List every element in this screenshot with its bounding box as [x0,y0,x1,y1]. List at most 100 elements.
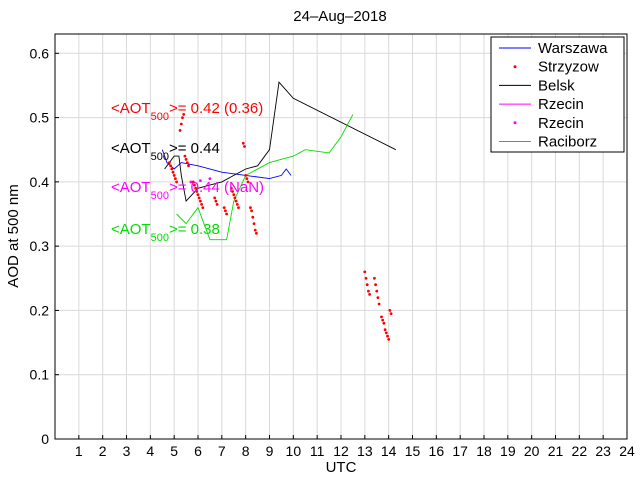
data-point-strzyzow [175,180,179,184]
data-point-strzyzow [382,321,386,325]
x-tick-label: 19 [500,443,516,459]
data-point-strzyzow [201,206,205,210]
legend-entry: Raciborz [499,134,597,151]
x-tick-label: 18 [476,443,492,459]
x-tick-label: 17 [452,443,468,459]
x-tick-label: 21 [548,443,564,459]
data-point-strzyzow [214,199,218,203]
data-point-strzyzow [234,199,238,203]
data-point-strzyzow [251,215,255,219]
data-point-strzyzow [386,334,389,338]
data-point-rzecin [189,180,193,184]
x-axis: 1 2 3 4 5 6 7 8 9 10 11 12 13 14 15 16 17 18 19 20 21 22 23 24 [75,435,635,459]
x-tick-label: 4 [146,443,154,459]
y-tick-label: 0.2 [30,302,50,318]
y-tick-label: 0 [41,431,49,447]
data-point-strzyzow [237,206,240,210]
data-point-strzyzow [377,302,381,306]
data-point-strzyzow [373,276,376,280]
y-tick-label: 0.3 [30,238,50,254]
aot-annotation: <AOT500>= 0.38 [111,221,220,244]
x-tick-label: 3 [123,443,131,459]
x-tick-label: 24 [619,443,635,459]
legend-label: Rzecin [538,96,584,113]
y-tick-label: 0.4 [30,174,50,190]
data-point-strzyzow [193,183,196,187]
x-tick-label: 7 [218,443,226,459]
data-point-strzyzow [243,145,246,148]
data-point-strzyzow [170,167,174,171]
data-point-rzecin [199,179,202,183]
legend-label: Raciborz [538,134,597,151]
y-tick-label: 0.6 [30,45,50,61]
data-point-strzyzow [250,209,254,213]
chart-title: 24–Aug–2018 [293,8,386,25]
data-point-strzyzow [363,270,367,274]
data-point-strzyzow [199,199,202,203]
aot-annotation: <AOT500>= 0.44 [111,140,220,163]
x-tick-label: 15 [405,443,421,459]
data-point-strzyzow [387,338,391,341]
data-point-strzyzow [389,312,393,315]
data-point-strzyzow [230,186,233,190]
data-point-strzyzow [215,203,219,206]
x-tick-label: 2 [99,443,107,459]
data-point-strzyzow [168,161,171,165]
y-tick-label: 0.1 [30,367,50,383]
legend-label: Strzyzow [538,59,599,76]
x-tick-label: 1 [75,443,83,459]
data-point-strzyzow [231,190,235,193]
data-point-strzyzow [253,228,257,232]
x-tick-label: 10 [286,443,302,459]
data-point-strzyzow [191,180,195,184]
y-axis: 0 0.1 0.2 0.3 0.4 0.5 0.6 [30,45,59,447]
x-tick-label: 20 [524,443,540,459]
data-point-strzyzow [245,177,249,181]
data-point-strzyzow [178,129,182,132]
data-point-strzyzow [244,174,248,177]
aot-annotation: <AOT500>= 0.44 (NaN) [111,179,264,202]
x-tick-label: 9 [266,443,274,459]
aot-annotation: <AOT500>= 0.42 (0.36) [111,100,263,123]
x-tick-label: 11 [310,443,325,459]
data-point-strzyzow [184,158,188,161]
data-point-strzyzow [197,196,201,200]
data-point-strzyzow [388,309,392,312]
legend-dot-swatch [513,65,517,69]
data-point-strzyzow [174,177,177,181]
x-tick-label: 23 [595,443,611,459]
legend-entry: Strzyzow [513,59,599,76]
data-point-strzyzow [183,154,187,158]
data-point-strzyzow [249,206,252,210]
x-tick-label: 13 [357,443,373,459]
data-point-strzyzow [235,203,239,206]
data-point-strzyzow [376,296,380,299]
x-tick-label: 22 [572,443,588,459]
data-point-strzyzow [171,170,175,174]
data-point-strzyzow [182,113,186,116]
series-layer [161,81,397,341]
data-point-strzyzow [194,186,198,190]
data-point-strzyzow [187,164,190,168]
legend-dot-swatch [513,121,517,125]
data-point-strzyzow [383,328,387,332]
x-tick-label: 16 [429,443,445,459]
x-tick-label: 14 [381,443,397,459]
legend-entry: Rzecin [513,115,584,132]
data-point-strzyzow [384,331,388,335]
data-point-strzyzow [196,193,200,197]
data-point-strzyzow [367,289,370,293]
data-point-strzyzow [368,293,371,296]
legend-box [490,36,625,153]
legend-entry: Warszawa [499,40,608,57]
annotations: <AOT500>= 0.42 (0.36) <AOT500>= 0.44 <AOT5… [111,100,264,244]
x-tick-label: 8 [242,443,250,459]
data-point-strzyzow [222,206,226,210]
data-point-strzyzow [374,283,377,287]
data-point-strzyzow [255,231,258,235]
legend-label: Warszawa [538,40,608,57]
x-tick-label: 5 [170,443,178,459]
series-dots-strzyzow [168,113,393,341]
